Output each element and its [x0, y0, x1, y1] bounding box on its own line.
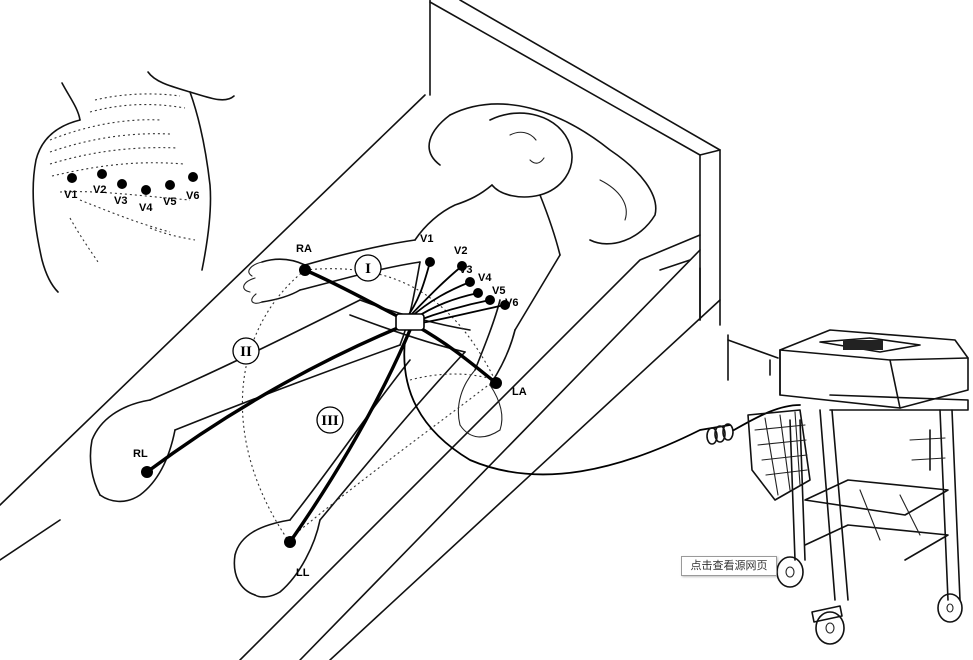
chest-label-v1: V1 [64, 189, 77, 201]
electrode-v5 [485, 295, 495, 305]
bed [0, 0, 721, 660]
electrode-ra [299, 264, 311, 276]
cable-coil [706, 423, 734, 445]
chest-label-v6: V6 [186, 190, 199, 202]
chest-label-v3: V3 [114, 195, 127, 207]
label-v2: V2 [454, 245, 467, 257]
label-v4: V4 [478, 272, 492, 284]
electrode-ll [284, 536, 296, 548]
electrode-la [490, 377, 502, 389]
label-v1: V1 [420, 233, 433, 245]
pillow [428, 103, 657, 245]
view-source-button[interactable]: 点击查看源网页 [681, 556, 777, 576]
electrode-v3 [465, 277, 475, 287]
lead-marker-i: I [354, 254, 382, 282]
chest-label-v5: V5 [163, 196, 176, 208]
label-v3: V3 [459, 264, 472, 276]
cart-wheels [776, 556, 963, 645]
chest-electrode-v4 [141, 185, 151, 195]
chest-electrode-v1 [67, 173, 77, 183]
label-ra: RA [296, 243, 312, 255]
electrode-rl [141, 466, 153, 478]
cables [145, 261, 801, 544]
lead-markers: I II III [232, 254, 382, 434]
label-ll: LL [296, 567, 310, 579]
junction-box [395, 313, 425, 331]
chest-electrode-v3 [117, 179, 127, 189]
patient-electrodes [141, 257, 510, 548]
label-rl: RL [133, 448, 148, 460]
electrode-v6 [500, 300, 510, 310]
ecg-cart [727, 329, 969, 645]
electrode-labels: RA LA RL LL V1 V2 V3 V4 V5 V6 [133, 233, 527, 579]
rib-lines [49, 93, 196, 263]
electrode-v2 [457, 261, 467, 271]
electrode-v4 [473, 288, 483, 298]
chest-electrodes: V1 V2 V3 V4 V5 V6 [64, 169, 199, 214]
chest-electrode-v5 [165, 180, 175, 190]
machine-display [843, 340, 883, 350]
lead-marker-iii: III [316, 406, 344, 434]
chest-inset: V1 V2 V3 V4 V5 V6 [32, 71, 235, 293]
lead-paths [241, 268, 496, 541]
label-la: LA [512, 386, 527, 398]
svg-text:II: II [240, 344, 252, 360]
electrode-v1 [425, 257, 435, 267]
chest-label-v2: V2 [93, 184, 106, 196]
label-v5: V5 [492, 285, 505, 297]
chest-electrode-v2 [97, 169, 107, 179]
label-v6: V6 [505, 297, 518, 309]
chest-label-v4: V4 [139, 202, 153, 214]
lead-marker-ii: II [232, 337, 260, 365]
chest-electrode-v6 [188, 172, 198, 182]
svg-text:I: I [365, 261, 371, 277]
svg-text:III: III [321, 413, 339, 429]
